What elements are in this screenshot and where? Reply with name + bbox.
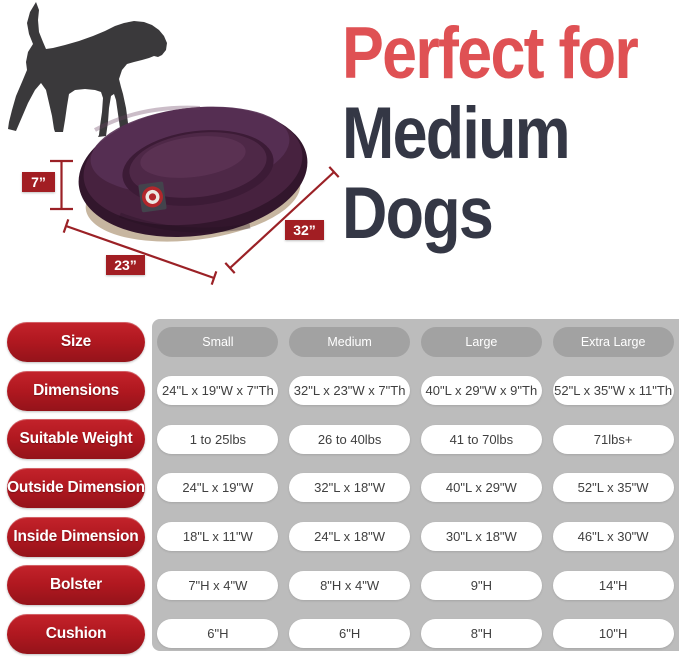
row-label-bolster: Bolster	[7, 565, 145, 606]
value-pill: 6"H	[289, 619, 411, 649]
value-pill: 14"H	[552, 570, 674, 600]
size-chart-grid: Size Small Medium Large Extra Large Dime…	[0, 318, 679, 658]
value-pill: 7"H x 4"W	[157, 570, 279, 600]
value-pill: 1 to 25lbs	[157, 424, 279, 454]
headline: Perfect for Medium Dogs	[342, 13, 639, 254]
row-label-cushion: Cushion	[7, 613, 145, 654]
value-pill: 24"L x 18"W	[289, 522, 411, 552]
value-pill: 8"H x 4"W	[289, 570, 411, 600]
row-label-outside-dimension: Outside Dimension	[7, 467, 145, 508]
row-label-inside-dimension: Inside Dimension	[7, 516, 145, 557]
value-pill: 24"L x 19"W	[157, 473, 279, 503]
value-pill: 18"L x 11"W	[157, 522, 279, 552]
value-pill: 41 to 70lbs	[420, 424, 542, 454]
value-pill: 8"H	[420, 619, 542, 649]
bed-width-callout: 23”	[106, 255, 145, 275]
headline-line-2: Medium	[342, 93, 571, 174]
value-pill: 9"H	[420, 570, 542, 600]
value-pill: 30"L x 18"W	[420, 522, 542, 552]
hero-section: 7” 23” 32” Perfect for Medium Dogs	[0, 0, 679, 318]
column-header-small: Small	[157, 327, 279, 358]
column-header-medium: Medium	[289, 327, 411, 358]
value-pill: 46"L x 30"W	[552, 522, 674, 552]
dog-silhouette-icon	[8, 2, 167, 138]
column-header-extra-large: Extra Large	[552, 327, 674, 358]
row-label-size: Size	[7, 322, 145, 363]
value-pill: 32"L x 23"W x 7"Th	[289, 376, 411, 406]
dimension-lines	[50, 159, 340, 285]
value-pill: 32"L x 18"W	[289, 473, 411, 503]
value-pill: 52"L x 35"W x 11"Th	[552, 376, 674, 406]
value-pill: 52"L x 35"W	[552, 473, 674, 503]
headline-line-3: Dogs	[342, 173, 494, 254]
hero-illustration	[8, 2, 340, 285]
value-pill: 40"L x 29"W x 9"Th	[420, 376, 542, 406]
row-label-dimensions: Dimensions	[7, 370, 145, 411]
value-pill: 24"L x 19"W x 7"Th	[157, 376, 279, 406]
value-pill: 10"H	[552, 619, 674, 649]
row-label-suitable-weight: Suitable Weight	[7, 419, 145, 460]
bed-length-callout: 32”	[285, 220, 324, 240]
brand-badge-icon	[138, 181, 167, 213]
value-pill: 6"H	[157, 619, 279, 649]
dog-bed-image	[78, 105, 308, 242]
column-header-large: Large	[420, 327, 542, 358]
size-chart: Size Small Medium Large Extra Large Dime…	[0, 318, 679, 658]
bolster-height-callout: 7”	[22, 172, 55, 192]
value-pill: 26 to 40lbs	[289, 424, 411, 454]
value-pill: 40"L x 29"W	[420, 473, 542, 503]
headline-line-1: Perfect for	[342, 13, 639, 94]
value-pill: 71lbs+	[552, 424, 674, 454]
